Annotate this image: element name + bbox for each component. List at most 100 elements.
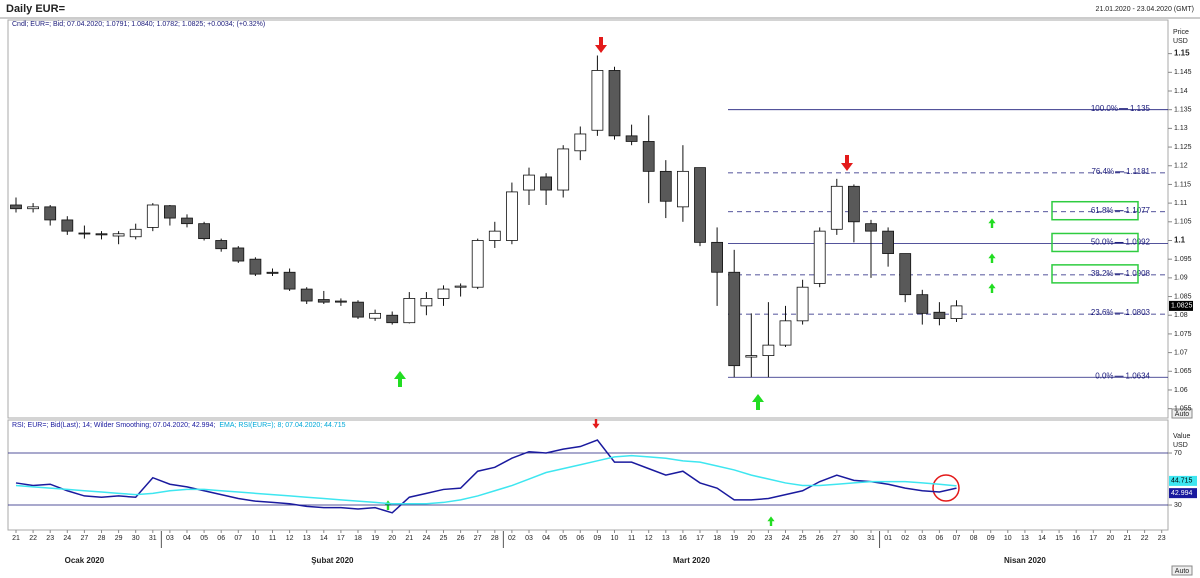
up-arrow [988,253,996,263]
candle-body [317,299,330,303]
y-tick-label: 1.1 [1174,236,1186,245]
candle-body [745,355,758,358]
x-tick-label: 16 [1072,535,1080,542]
x-tick-label: 18 [713,535,721,542]
x-tick-label: 10 [611,535,619,542]
x-tick-label: 24 [63,535,71,542]
auto-button[interactable] [1171,408,1193,419]
down-arrow [595,37,607,53]
x-tick-label: 28 [98,535,106,542]
x-tick-label: 09 [594,535,602,542]
candle-body [591,70,604,131]
x-tick-label: 12 [645,535,653,542]
x-tick-label: 25 [799,535,807,542]
x-tick-label: 18 [354,535,362,542]
auto-button[interactable] [1171,565,1193,576]
rsi-panel [7,419,1169,531]
y-tick-label: 1.055 [1174,406,1192,413]
x-tick-label: 10 [252,535,260,542]
candle-body [44,206,57,221]
x-tick-label: 03 [525,535,533,542]
auto-button-label[interactable]: Auto [1175,411,1190,418]
x-tick-label: 07 [234,535,242,542]
candle-body [129,228,142,238]
x-tick-label: 05 [559,535,567,542]
y-tick-label: 1.09 [1174,275,1188,282]
candle-body [677,170,689,208]
fib-value: 1.0803 [1126,308,1151,317]
x-tick-label: 27 [81,535,89,542]
x-tick-label: 26 [816,535,824,542]
price-panel [7,19,1169,419]
candle-body [10,204,22,210]
x-tick-label: 23 [765,535,773,542]
candle-body [163,205,176,219]
x-tick-label: 28 [491,535,499,542]
x-tick-label: 19 [730,535,738,542]
fib-label: 0.0% [1095,371,1113,380]
candle-body [830,185,843,230]
candle-body [283,271,296,290]
candle-body [711,241,723,273]
x-tick-label: 21 [405,535,413,542]
y-tick-label: 1.07 [1174,349,1188,356]
x-tick-label: 04 [183,535,191,542]
candle-body [437,288,450,299]
fib-label: 61.8% [1091,206,1114,215]
y-tick-label: 1.095 [1174,256,1192,263]
candle-body [369,312,382,319]
y-tick-label: 1.105 [1174,219,1192,226]
x-tick-label: 20 [747,535,755,542]
month-label: Nisan 2020 [1004,556,1046,565]
candle-body [488,230,501,241]
x-tick-label: 13 [1021,535,1029,542]
x-tick-label: 09 [987,535,995,542]
candle-body [232,247,245,262]
candle-body [625,135,638,142]
y-tick-label: 1.13 [1174,125,1188,132]
x-tick-label: 08 [970,535,978,542]
candle-body [505,191,518,241]
x-tick-label: 31 [867,535,875,542]
annotations [384,218,996,526]
x-tick-label: 31 [149,535,157,542]
fib-label: 50.0% [1091,238,1114,247]
fib-label: 23.6% [1091,308,1114,317]
annotations [592,37,853,429]
candle-body [813,230,826,284]
month-label: Mart 2020 [673,556,710,565]
x-tick-label: 12 [286,535,294,542]
fib-value: 1.0634 [1126,371,1151,380]
candle-info: Cndl; EUR=; Bid; 07.04.2020; 1.0791; 1.0… [12,21,265,28]
up-arrow [394,371,406,387]
auto-button-label[interactable]: Auto [1175,568,1190,575]
x-tick-label: 21 [12,535,20,542]
x-tick-label: 15 [1055,535,1063,542]
rsi-line [15,454,957,505]
fib-label: 38.2% [1091,269,1114,278]
candle-body [608,70,621,137]
candle-body [779,320,792,346]
down-arrow [592,419,600,429]
last-price: 1.0825 [1171,303,1193,310]
x-tick-label: 26 [457,535,465,542]
candle-body [557,148,570,191]
fib-highlight [1051,232,1139,253]
chart-title: Daily EUR= [6,3,65,15]
x-tick-label: 06 [217,535,225,542]
y-tick-label: 1.145 [1174,69,1192,76]
x-tick-label: 05 [200,535,208,542]
x-tick-label: 24 [423,535,431,542]
date-range: 21.01.2020 - 23.04.2020 (GMT) [1096,6,1194,13]
candle-body [266,271,279,274]
y-tick-label: 1.085 [1174,293,1192,300]
fib-label: 100.0% [1091,104,1118,113]
y-axis-label: USD [1173,442,1188,449]
candle-body [865,223,877,232]
month-label: Şubat 2020 [311,556,354,565]
candle-body [659,170,672,202]
x-tick-label: 23 [1158,535,1166,542]
candle-body [523,174,535,191]
candle-body [334,300,347,303]
candle-body [694,167,706,243]
